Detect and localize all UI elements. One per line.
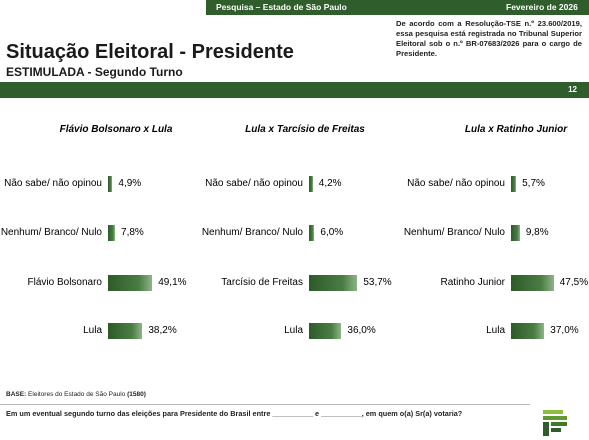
data-label: 9,8%: [525, 227, 549, 238]
data-label: 49,1%: [158, 277, 187, 288]
page-bar: 12: [0, 82, 589, 98]
category-label: Ratinho Junior: [440, 277, 505, 288]
bar: [511, 275, 554, 291]
bar: [309, 323, 342, 339]
bar: [309, 225, 315, 241]
chart-lula-vs-tarcisio: Lula x Tarcísio de Freitas Não sabe/ não …: [196, 118, 396, 358]
data-label: 6,0%: [320, 227, 344, 238]
bar: [108, 176, 113, 192]
bar: [511, 225, 520, 241]
category-label: Lula: [486, 325, 505, 336]
header-survey-label: Pesquisa – Estado de São Paulo: [216, 2, 347, 12]
page-subtitle: ESTIMULADA - Segundo Turno: [6, 65, 183, 79]
category-label: Nenhum/ Branco/ Nulo: [403, 227, 505, 238]
chart-lula-vs-ratinho: Lula x Ratinho Junior Não sabe/ não opino…: [398, 118, 589, 358]
base-count: (1580): [127, 391, 146, 398]
data-label: 53,7%: [363, 277, 392, 288]
category-label: Não sabe/ não opinou: [407, 178, 505, 189]
footer-divider: [0, 404, 530, 405]
category-label: Lula: [83, 325, 102, 336]
category-label: Não sabe/ não opinou: [4, 178, 102, 189]
bar: [108, 323, 143, 339]
bar: [511, 323, 545, 339]
data-label: 5,7%: [522, 178, 545, 189]
chart-flavio-vs-lula: Flávio Bolsonaro x Lula Não sabe/ não opi…: [0, 118, 200, 358]
survey-question: Em um eventual segundo turno das eleiçõe…: [6, 409, 463, 418]
company-logo-icon: [543, 410, 567, 436]
category-label: Nenhum/ Branco/ Nulo: [0, 227, 102, 238]
bar: [108, 225, 116, 241]
data-label: 4,2%: [318, 178, 342, 189]
bar: [511, 176, 517, 192]
data-label: 36,0%: [347, 325, 376, 336]
bar: [309, 275, 358, 291]
bar: [108, 275, 153, 291]
base-text: Eleitores do Estado de São Paulo: [28, 391, 126, 398]
header-bar: Pesquisa – Estado de São Paulo Fevereiro…: [206, 0, 589, 15]
category-label: Lula: [284, 325, 303, 336]
page-number: 12: [568, 85, 577, 94]
chart-title: Lula x Tarcísio de Freitas: [245, 124, 365, 135]
data-label: 4,9%: [118, 178, 142, 189]
data-label: 7,8%: [121, 227, 144, 238]
registration-disclaimer: De acordo com a Resolução-TSE n.º 23.600…: [396, 19, 582, 58]
data-label: 38,2%: [148, 325, 177, 336]
chart-title: Flávio Bolsonaro x Lula: [59, 124, 173, 135]
category-label: Flávio Bolsonaro: [27, 277, 102, 288]
bar: [309, 176, 313, 192]
category-label: Nenhum/ Branco/ Nulo: [201, 227, 303, 238]
category-label: Não sabe/ não opinou: [205, 178, 303, 189]
page-title: Situação Eleitoral - Presidente: [6, 41, 294, 63]
chart-title: Lula x Ratinho Junior: [464, 124, 568, 135]
base-note: BASE: Eleitores do Estado de São Paulo (…: [6, 391, 146, 398]
base-label: BASE:: [6, 391, 27, 398]
data-label: 47,5%: [559, 277, 589, 288]
category-label: Tarcísio de Freitas: [221, 277, 303, 288]
data-label: 37,0%: [550, 325, 579, 336]
header-date: Fevereiro de 2026: [506, 2, 578, 12]
